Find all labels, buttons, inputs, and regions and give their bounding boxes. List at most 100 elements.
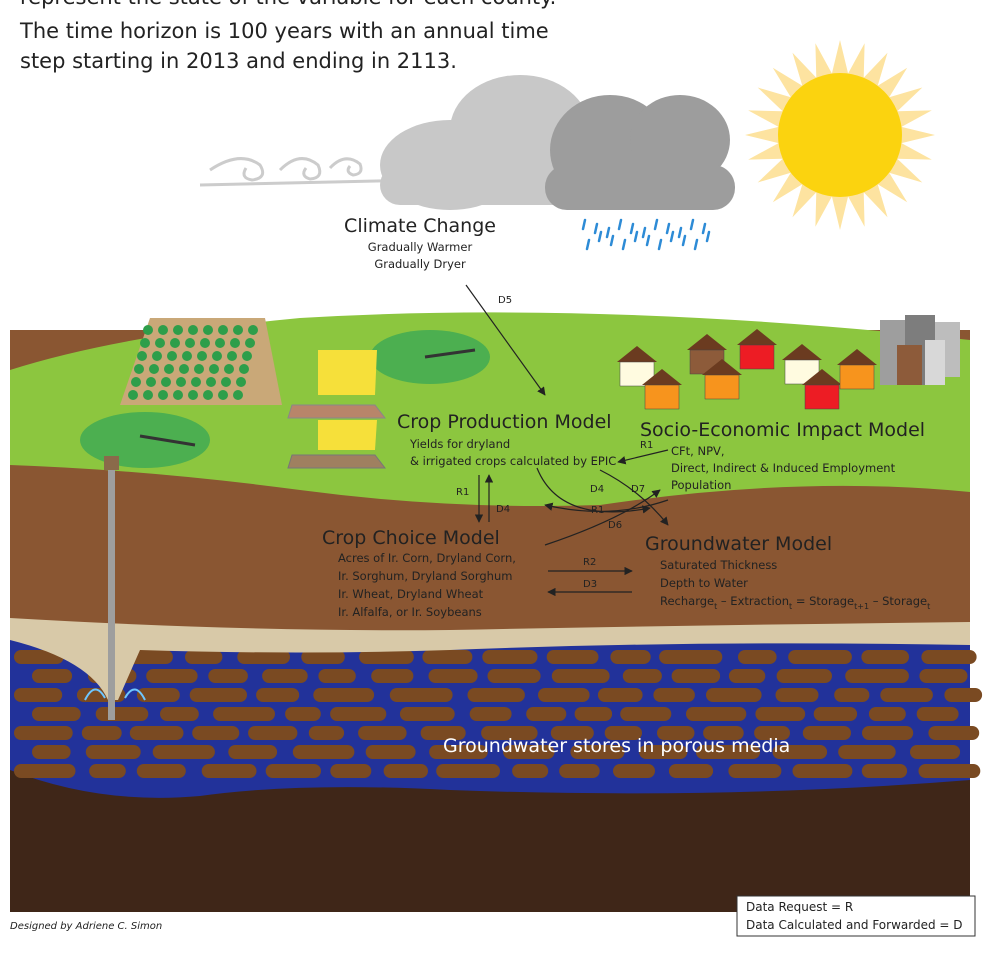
equation-sub: t — [714, 602, 717, 611]
stone — [482, 650, 538, 664]
stone — [371, 669, 414, 683]
stone — [659, 650, 723, 664]
raindrop — [657, 238, 663, 251]
flow-arrow — [544, 499, 669, 513]
crop-plant — [194, 364, 204, 374]
stone — [228, 745, 278, 759]
crop-plant — [155, 338, 165, 348]
model-title: Socio-Economic Impact Model — [640, 419, 925, 441]
model-detail: Saturated Thickness — [660, 558, 777, 572]
stone — [14, 726, 73, 740]
legend-item: Data Request = R — [746, 900, 853, 914]
crop-plant — [233, 325, 243, 335]
crop-plant — [221, 377, 231, 387]
model-detail: Ir. Sorghum, Dryland Sorghum — [338, 569, 512, 583]
stone — [383, 764, 428, 778]
roof — [617, 346, 657, 362]
raindrop — [669, 230, 675, 243]
stone — [845, 669, 909, 683]
model-detail: CFt, NPV, — [671, 444, 725, 458]
stone — [192, 726, 240, 740]
stone — [487, 669, 541, 683]
stone — [420, 726, 466, 740]
roof — [837, 349, 877, 365]
stone — [81, 726, 122, 740]
crop-plant — [170, 338, 180, 348]
model-detail: Ir. Wheat, Dryland Wheat — [338, 587, 484, 601]
crop-plant — [200, 338, 210, 348]
stone — [237, 650, 290, 664]
stone — [792, 764, 853, 778]
raindrop — [677, 226, 683, 239]
crop-plant — [161, 377, 171, 387]
stone — [256, 688, 300, 702]
equation-part: – Storage — [869, 594, 927, 608]
sun-disc — [778, 73, 902, 197]
equation: Recharget – Extractiont = Storaget+1 – S… — [660, 594, 930, 611]
model-detail: Yields for dryland — [409, 437, 510, 451]
stone — [428, 669, 478, 683]
raindrop — [633, 230, 639, 243]
roof — [702, 359, 742, 375]
crop-plant — [143, 325, 153, 335]
stone — [671, 669, 721, 683]
stone — [620, 707, 672, 721]
flow-arrow — [544, 489, 661, 546]
stone — [551, 669, 610, 683]
crop-plant — [188, 325, 198, 335]
raindrop — [621, 238, 627, 251]
stone — [389, 688, 453, 702]
crop-plant — [128, 390, 138, 400]
stone — [861, 650, 909, 664]
stone — [285, 707, 321, 721]
crop-plant — [248, 325, 258, 335]
stone — [916, 707, 959, 721]
stone — [32, 745, 71, 759]
stone — [14, 650, 64, 664]
intro-line: The time horizon is 100 years with an an… — [19, 19, 549, 43]
rain — [581, 218, 711, 251]
equation-sub: t — [927, 602, 930, 611]
stone — [686, 707, 747, 721]
crop-plant — [143, 390, 153, 400]
stone — [318, 669, 356, 683]
stone — [613, 764, 655, 778]
stone — [910, 745, 961, 759]
stone — [14, 688, 63, 702]
stone — [754, 726, 790, 740]
crop-plant — [191, 377, 201, 387]
stone — [213, 707, 275, 721]
stone — [838, 745, 896, 759]
stone — [85, 745, 141, 759]
intro-text: represent the state of the variable for … — [19, 0, 556, 73]
crop-plant — [215, 338, 225, 348]
raindrop — [681, 234, 687, 247]
stone — [32, 707, 81, 721]
raindrop — [693, 238, 699, 251]
stone — [469, 707, 512, 721]
raindrop — [605, 226, 611, 239]
raindrop — [701, 222, 707, 235]
equation-part: – Extraction — [717, 594, 789, 608]
model-detail: & irrigated crops calculated by EPIC — [410, 454, 616, 468]
raindrop — [585, 238, 591, 251]
roof — [737, 329, 777, 345]
stone — [622, 669, 662, 683]
stone — [653, 688, 695, 702]
crop-plant — [242, 351, 252, 361]
model-title: Crop Choice Model — [322, 527, 500, 549]
stone — [467, 688, 525, 702]
raindrop — [665, 222, 671, 235]
house — [839, 364, 875, 390]
model-title: Crop Production Model — [397, 411, 612, 433]
stone — [639, 745, 688, 759]
stone — [262, 669, 308, 683]
crop-plant — [209, 364, 219, 374]
raindrop — [641, 226, 647, 239]
legend: Data Request = R Data Calculated and For… — [736, 895, 976, 937]
model-detail: Ir. Alfalfa, or Ir. Soybeans — [338, 605, 482, 619]
climate-title: Climate Change — [344, 215, 496, 237]
clouds — [380, 75, 735, 210]
crop-plant — [179, 364, 189, 374]
crop-plant — [173, 325, 183, 335]
